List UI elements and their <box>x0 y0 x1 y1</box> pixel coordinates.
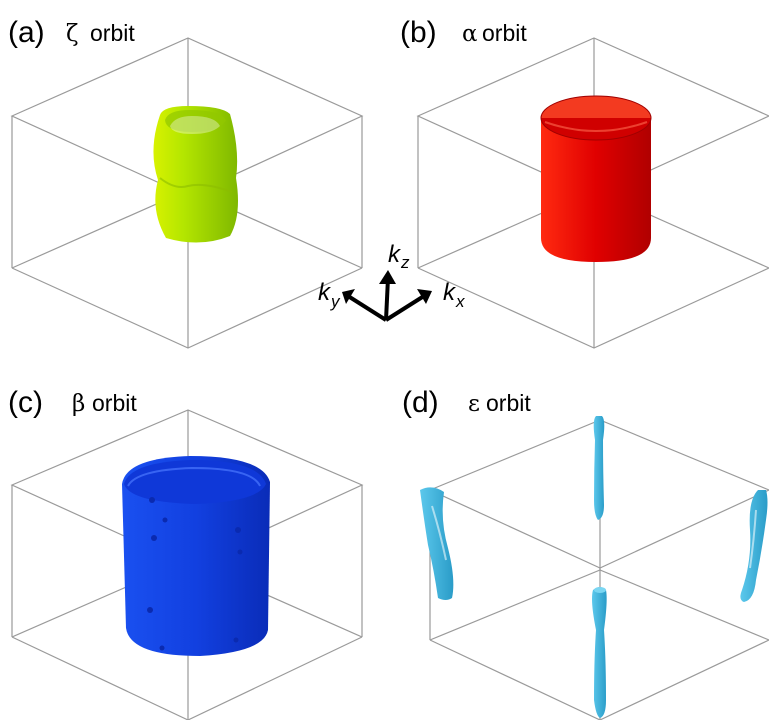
zeta-fermi-surface <box>153 106 238 243</box>
panel-b-orbit-symbol: α <box>462 21 478 47</box>
panel-c: (c) β orbit <box>8 386 364 720</box>
panel-b-label: (b) <box>400 16 437 49</box>
panel-a-orbit-symbol: ζ <box>66 21 78 47</box>
beta-fermi-surface <box>122 456 270 656</box>
panel-b: (b) α orbit <box>400 16 769 349</box>
panel-a-orbit-word: orbit <box>90 20 135 46</box>
panel-c-label: (c) <box>8 386 43 419</box>
kx-subscript: x <box>455 292 465 311</box>
ky-subscript: y <box>330 292 341 311</box>
panel-c-orbit-symbol: β <box>72 391 85 417</box>
panel-d-label: (d) <box>402 386 439 419</box>
panel-d-orbit-symbol: ε <box>468 391 480 417</box>
panel-a: (a) ζ orbit <box>8 16 364 349</box>
kx-label: k <box>443 279 457 306</box>
epsilon-fermi-surface <box>420 416 768 718</box>
panel-b-orbit-word: orbit <box>482 20 527 46</box>
ky-label: k <box>318 279 332 306</box>
panel-d-orbit-word: orbit <box>486 390 531 416</box>
kz-label: k <box>388 241 402 268</box>
panel-d: (d) ε orbit <box>402 386 769 720</box>
panel-c-orbit-word: orbit <box>92 390 137 416</box>
k-axes: k z k y k x <box>318 241 465 322</box>
kz-subscript: z <box>400 253 410 272</box>
alpha-fermi-surface <box>540 95 652 262</box>
panel-a-label: (a) <box>8 16 45 49</box>
